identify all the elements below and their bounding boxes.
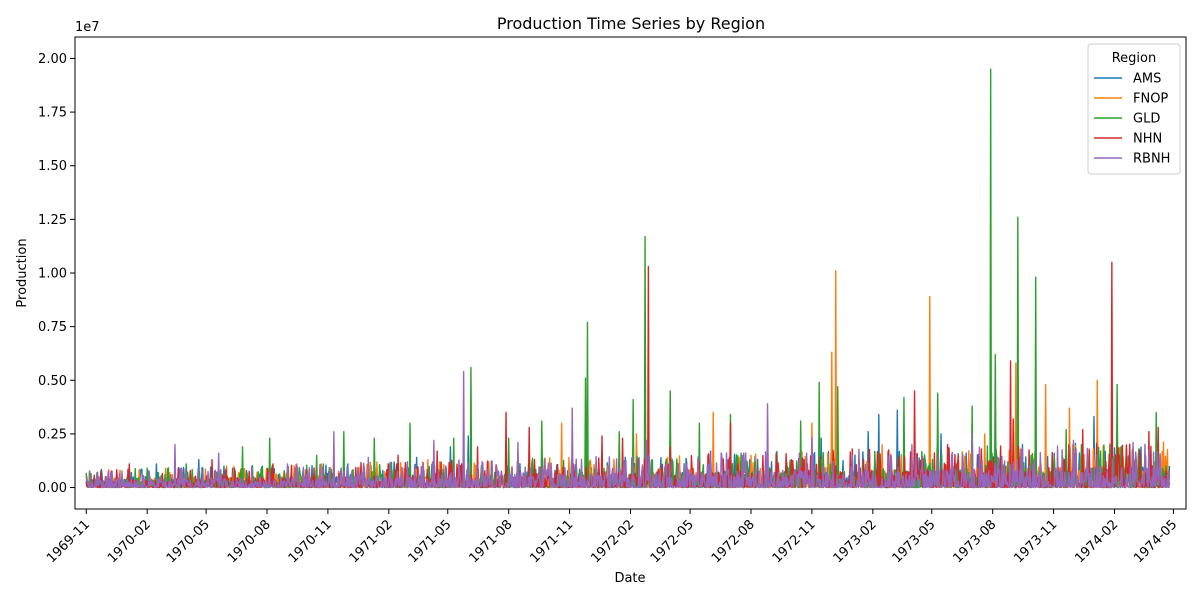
series-layer — [85, 68, 1171, 489]
legend-title: Region — [1112, 51, 1157, 66]
y-tick-label: 0.75 — [38, 320, 67, 335]
y-tick-label: 1.50 — [38, 159, 67, 174]
y-tick-label: 1.00 — [38, 267, 67, 282]
plot-background — [75, 37, 1186, 509]
legend-label-gld: GLD — [1133, 112, 1160, 127]
legend: Region AMS FNOP GLD NHN RBNH — [1087, 43, 1181, 175]
series-line-rbnh — [85, 370, 1171, 489]
y-tick-label: 1.25 — [38, 213, 67, 228]
y-tick-label: 0.00 — [38, 481, 67, 496]
y-tick-label: 0.50 — [38, 374, 67, 389]
legend-label-nhn: NHN — [1133, 132, 1162, 147]
y-exponent-label: 1e7 — [75, 20, 100, 35]
y-axis-label: Production — [15, 238, 30, 307]
legend-label-rbnh: RBNH — [1133, 152, 1170, 167]
y-tick-label: 0.25 — [38, 427, 67, 442]
chart-title: Production Time Series by Region — [497, 14, 765, 33]
legend-label-fnop: FNOP — [1133, 92, 1168, 107]
y-tick-label: 1.75 — [38, 106, 67, 121]
y-tick-label: 2.00 — [38, 52, 67, 67]
plot-area — [74, 36, 1187, 510]
x-axis-label: Date — [614, 571, 645, 586]
legend-label-ams: AMS — [1133, 72, 1161, 87]
legend-box — [1087, 43, 1181, 175]
y-axis: 0.00 0.25 0.50 0.75 1.00 1.25 1.50 1.75 2.00 — [38, 52, 75, 496]
